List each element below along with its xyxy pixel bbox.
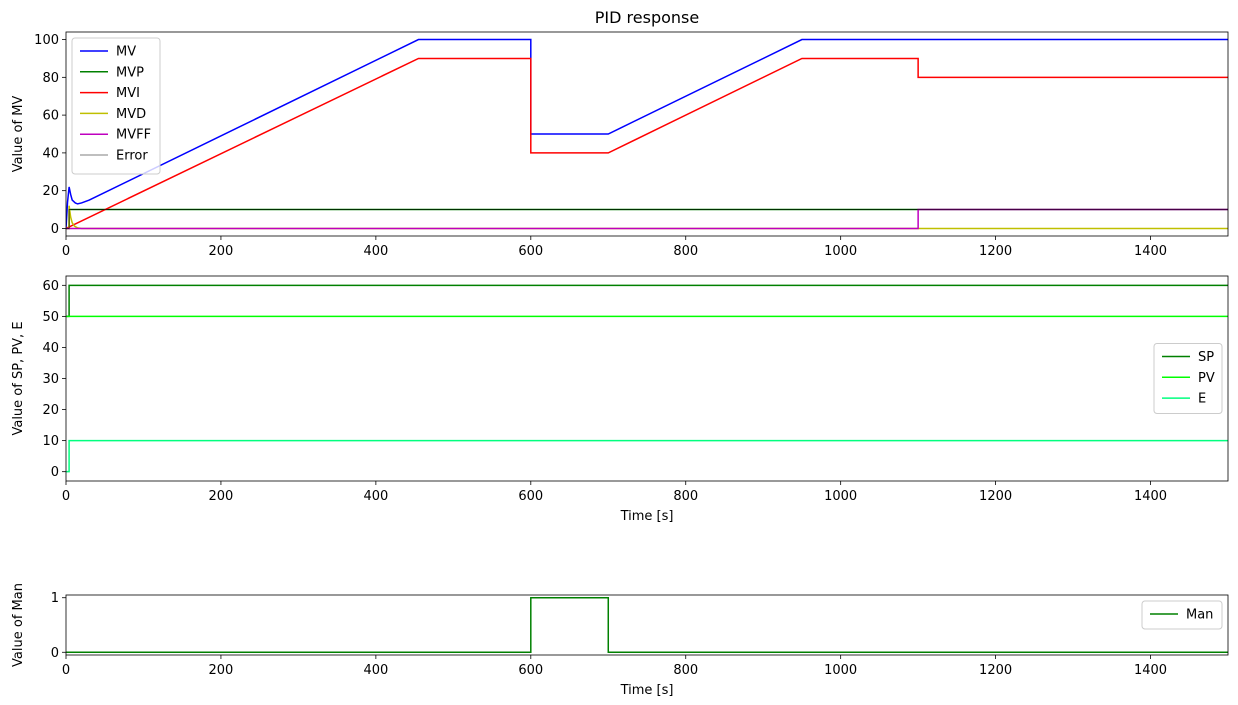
y-tick-label: 60 [42,109,59,124]
chart-panel-1: 0 200 400 600 800 1000 1200 1400 0 20 40 60 80 100 PID… [11,8,1229,259]
y-tick-label: 20 [42,403,59,418]
axes-frame [65,594,1229,656]
series-line-error [66,209,1228,229]
series-line-mv [66,38,1228,229]
series-line-man [66,596,1228,654]
y-tick-label: 0 [51,465,59,480]
x-tick-label: 0 [62,663,70,678]
y-tick-label: 80 [42,71,59,86]
x-tick-label: 600 [518,663,543,678]
x-tick-label: 800 [673,489,698,504]
legend-label-error: Error [116,149,148,164]
chart-panel-2: 0 200 400 600 800 1000 1200 1400 0 10 20 30 40 50 60 Ti… [11,275,1229,524]
x-tick-label: 1200 [979,244,1012,259]
y-tick-label: 1 [51,591,59,606]
axes-frame [65,31,1229,237]
legend: SP PV E [1153,343,1223,414]
x-tick-label: 1400 [1134,663,1167,678]
x-tick-label: 1000 [824,663,857,678]
x-tick-label: 0 [62,489,70,504]
series-group [66,284,1228,473]
legend: Man [1141,600,1223,630]
legend: MV MVP MVI MVD MVFF Error [71,37,161,175]
y-tick-label: 0 [51,222,59,237]
x-tick-label: 200 [209,489,234,504]
x-axis-label: Time [s] [620,509,674,524]
x-tick-label: 600 [518,489,543,504]
series-line-mvi [66,57,1228,230]
x-tick-label: 200 [209,663,234,678]
x-tick-label: 1200 [979,489,1012,504]
x-tick-label: 200 [209,244,234,259]
x-tick-label: 800 [673,663,698,678]
x-tick-label: 0 [62,244,70,259]
legend-label-mv: MV [116,45,136,60]
legend-label-pv: PV [1198,371,1215,386]
x-tick-label: 400 [363,663,388,678]
x-tick-label: 400 [363,489,388,504]
legend-label-man: Man [1186,608,1213,623]
x-tick-label: 1000 [824,244,857,259]
x-tick-label: 800 [673,244,698,259]
series-group [66,38,1228,230]
y-tick-label: 20 [42,184,59,199]
legend-label-sp: SP [1198,350,1214,365]
y-tick-label: 0 [51,646,59,661]
x-axis-label: Time [s] [620,683,674,698]
series-line-mvff [66,208,1228,230]
legend-box [1141,600,1223,630]
y-tick-label: 50 [42,310,59,325]
y-tick-label: 40 [42,146,59,161]
x-tick-label: 400 [363,244,388,259]
x-tick-label: 600 [518,244,543,259]
y-axis-label: Value of MV [11,96,26,173]
axes-frame [65,275,1229,482]
x-tick-label: 1400 [1134,244,1167,259]
y-tick-label: 40 [42,341,59,356]
x-tick-label: 1400 [1134,489,1167,504]
legend-label-e: E [1198,392,1206,407]
chart-panel-3: 0 200 400 600 800 1000 1200 1400 0 1 Time [s] Value… [11,583,1229,698]
y-tick-label: 30 [42,372,59,387]
series-line-sp [66,284,1228,318]
series-group [66,596,1228,654]
legend-label-mvi: MVI [116,86,140,101]
legend-label-mvd: MVD [116,107,146,122]
series-line-e [66,439,1228,473]
y-tick-label: 100 [34,33,59,48]
x-tick-label: 1200 [979,663,1012,678]
chart-title: PID response [595,8,699,27]
y-axis-label: Value of SP, PV, E [11,321,26,435]
y-tick-label: 60 [42,279,59,294]
x-tick-label: 1000 [824,489,857,504]
series-line-mvp [66,208,1228,230]
legend-box [1153,343,1223,414]
legend-label-mvp: MVP [116,65,144,80]
y-axis-label: Value of Man [11,583,26,667]
legend-label-mvff: MVFF [116,128,151,143]
y-tick-label: 10 [42,434,59,449]
